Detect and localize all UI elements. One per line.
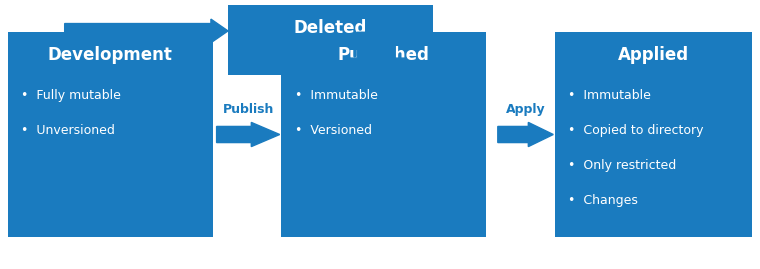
- FancyBboxPatch shape: [228, 5, 433, 75]
- Text: •  Unversioned: • Unversioned: [21, 124, 116, 137]
- Text: Publish: Publish: [223, 103, 274, 116]
- Text: •  Only restricted: • Only restricted: [568, 159, 676, 172]
- Polygon shape: [217, 122, 280, 147]
- Text: Deleted: Deleted: [294, 19, 367, 37]
- Text: Apply: Apply: [505, 103, 546, 116]
- Text: Applied: Applied: [618, 46, 689, 64]
- Text: •  Versioned: • Versioned: [295, 124, 372, 137]
- FancyBboxPatch shape: [281, 32, 486, 237]
- Polygon shape: [498, 122, 553, 147]
- Text: •  Immutable: • Immutable: [568, 89, 651, 102]
- FancyBboxPatch shape: [555, 32, 752, 237]
- Text: •  Fully mutable: • Fully mutable: [21, 89, 121, 102]
- Text: Published: Published: [338, 46, 429, 64]
- Text: •  Immutable: • Immutable: [295, 89, 378, 102]
- Text: Development: Development: [48, 46, 173, 64]
- Polygon shape: [65, 19, 228, 43]
- Polygon shape: [346, 32, 407, 75]
- Text: •  Changes: • Changes: [568, 194, 638, 207]
- FancyBboxPatch shape: [8, 32, 213, 237]
- Text: •  Copied to directory: • Copied to directory: [568, 124, 704, 137]
